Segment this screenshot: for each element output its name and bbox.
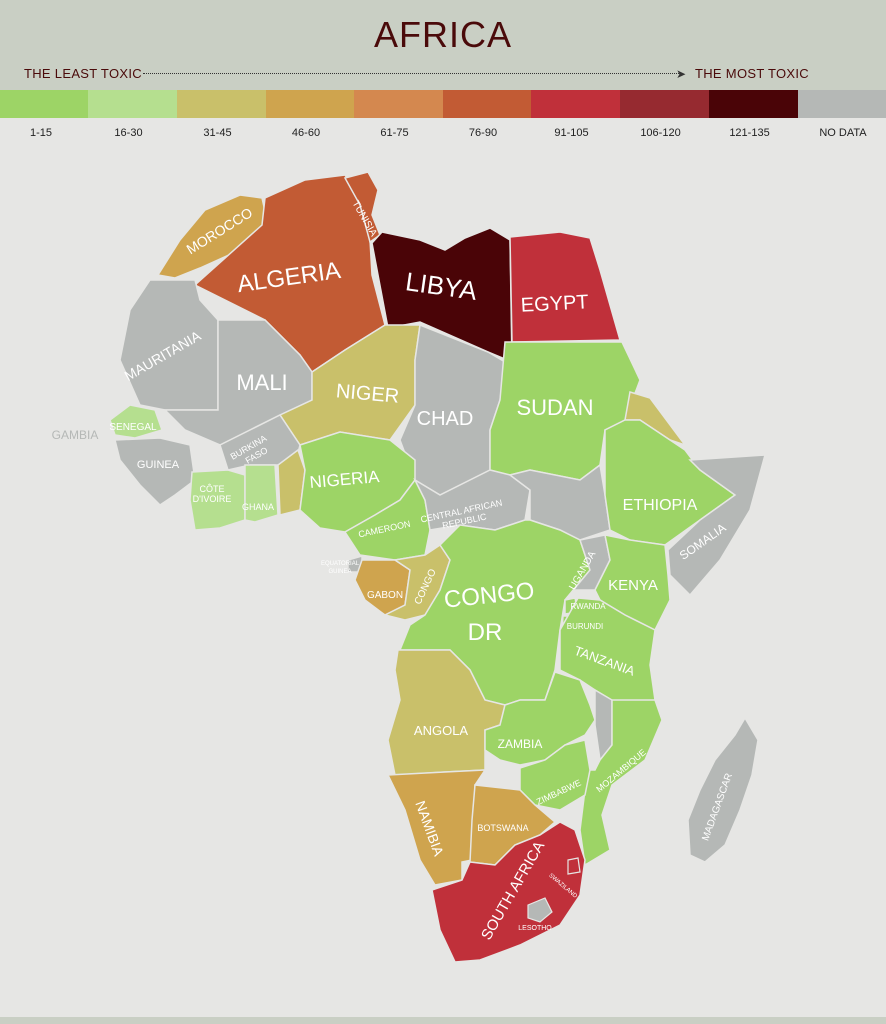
legend-label: 1-15 [30, 127, 53, 139]
label-sudan: SUDAN [516, 395, 593, 420]
arrow-right-icon: ➤ [676, 67, 687, 81]
label-senegal: SENEGAL [109, 422, 157, 433]
label-mali: MALI [236, 370, 287, 395]
label-cote-2: D'IVOIRE [193, 494, 232, 504]
scale-arrow-line [143, 73, 679, 74]
label-burundi: BURUNDI [567, 622, 603, 631]
label-ghana: GHANA [242, 502, 274, 512]
label-zambia: ZAMBIA [498, 737, 543, 751]
country-guinea[interactable] [114, 437, 196, 506]
footer-band [0, 1017, 886, 1024]
label-rwanda: RWANDA [570, 602, 606, 611]
legend-swatch [266, 90, 354, 118]
label-botswana: BOTSWANA [477, 823, 528, 833]
country-south-africa[interactable] [431, 821, 586, 963]
header-band: AFRICA THE LEAST TOXIC ➤ THE MOST TOXIC [0, 0, 886, 90]
legend-label: 16-30 [114, 127, 143, 139]
legend-swatch [443, 90, 531, 118]
scale-least-label: THE LEAST TOXIC [24, 66, 142, 81]
legend-labels: 1-15 16-30 31-45 46-60 61-75 76-90 91-105 106-1… [0, 127, 886, 143]
country-zambia[interactable] [484, 671, 596, 766]
africa-map: MOROCCO ALGERIA TUNISIA LIBYA EGYPT MAUR… [52, 171, 767, 963]
label-niger: NIGER [335, 380, 400, 407]
legend-swatch [798, 90, 886, 118]
label-chad: CHAD [417, 408, 474, 430]
country-somalia[interactable] [667, 454, 767, 597]
legend-swatch [88, 90, 177, 118]
country-namibia[interactable] [386, 769, 487, 886]
legend-label: 61-75 [380, 127, 409, 139]
label-equatorial-guinea-2: GUINEA [328, 569, 351, 575]
country-madagascar[interactable] [687, 716, 759, 863]
country-senegal[interactable] [109, 404, 163, 439]
legend-swatch [709, 90, 798, 118]
legend-swatch [354, 90, 443, 118]
country-ghana[interactable] [244, 464, 279, 523]
country-libya[interactable] [371, 227, 513, 364]
legend-swatch [531, 90, 620, 118]
legend-label: 106-120 [640, 127, 681, 139]
country-egypt[interactable] [509, 231, 621, 343]
country-cote-divoire[interactable] [189, 469, 246, 531]
legend-swatches [0, 90, 886, 118]
label-congo-dr-2: DR [468, 619, 503, 646]
scale-most-label: THE MOST TOXIC [695, 66, 809, 81]
label-gabon: GABON [367, 590, 403, 601]
country-lesotho[interactable] [527, 897, 553, 923]
legend-swatch [0, 90, 88, 118]
country-swaziland[interactable] [567, 857, 581, 875]
country-central-african-republic[interactable] [413, 469, 531, 531]
country-niger[interactable] [278, 324, 421, 446]
label-cote-1: CÔTE [199, 484, 224, 494]
label-egypt: EGYPT [520, 291, 589, 317]
legend-swatch [620, 90, 709, 118]
label-angola: ANGOLA [414, 723, 469, 738]
page-title: AFRICA [373, 14, 512, 55]
country-tunisia[interactable] [343, 171, 381, 244]
label-lesotho: LESOTHO [518, 925, 552, 932]
legend-swatch [177, 90, 266, 118]
legend-label: 46-60 [291, 127, 321, 139]
label-guinea: GUINEA [137, 459, 180, 471]
legend-label: 121-135 [729, 127, 770, 139]
legend-label: NO DATA [819, 127, 867, 139]
label-gambia: GAMBIA [52, 428, 99, 442]
legend-label: 76-90 [468, 127, 498, 139]
label-kenya: KENYA [608, 577, 658, 594]
label-equatorial-guinea-1: EQUATORIAL [321, 561, 360, 567]
label-ethiopia: ETHIOPIA [623, 497, 698, 514]
legend-label: 31-45 [203, 127, 232, 139]
legend-label: 91-105 [554, 127, 589, 139]
